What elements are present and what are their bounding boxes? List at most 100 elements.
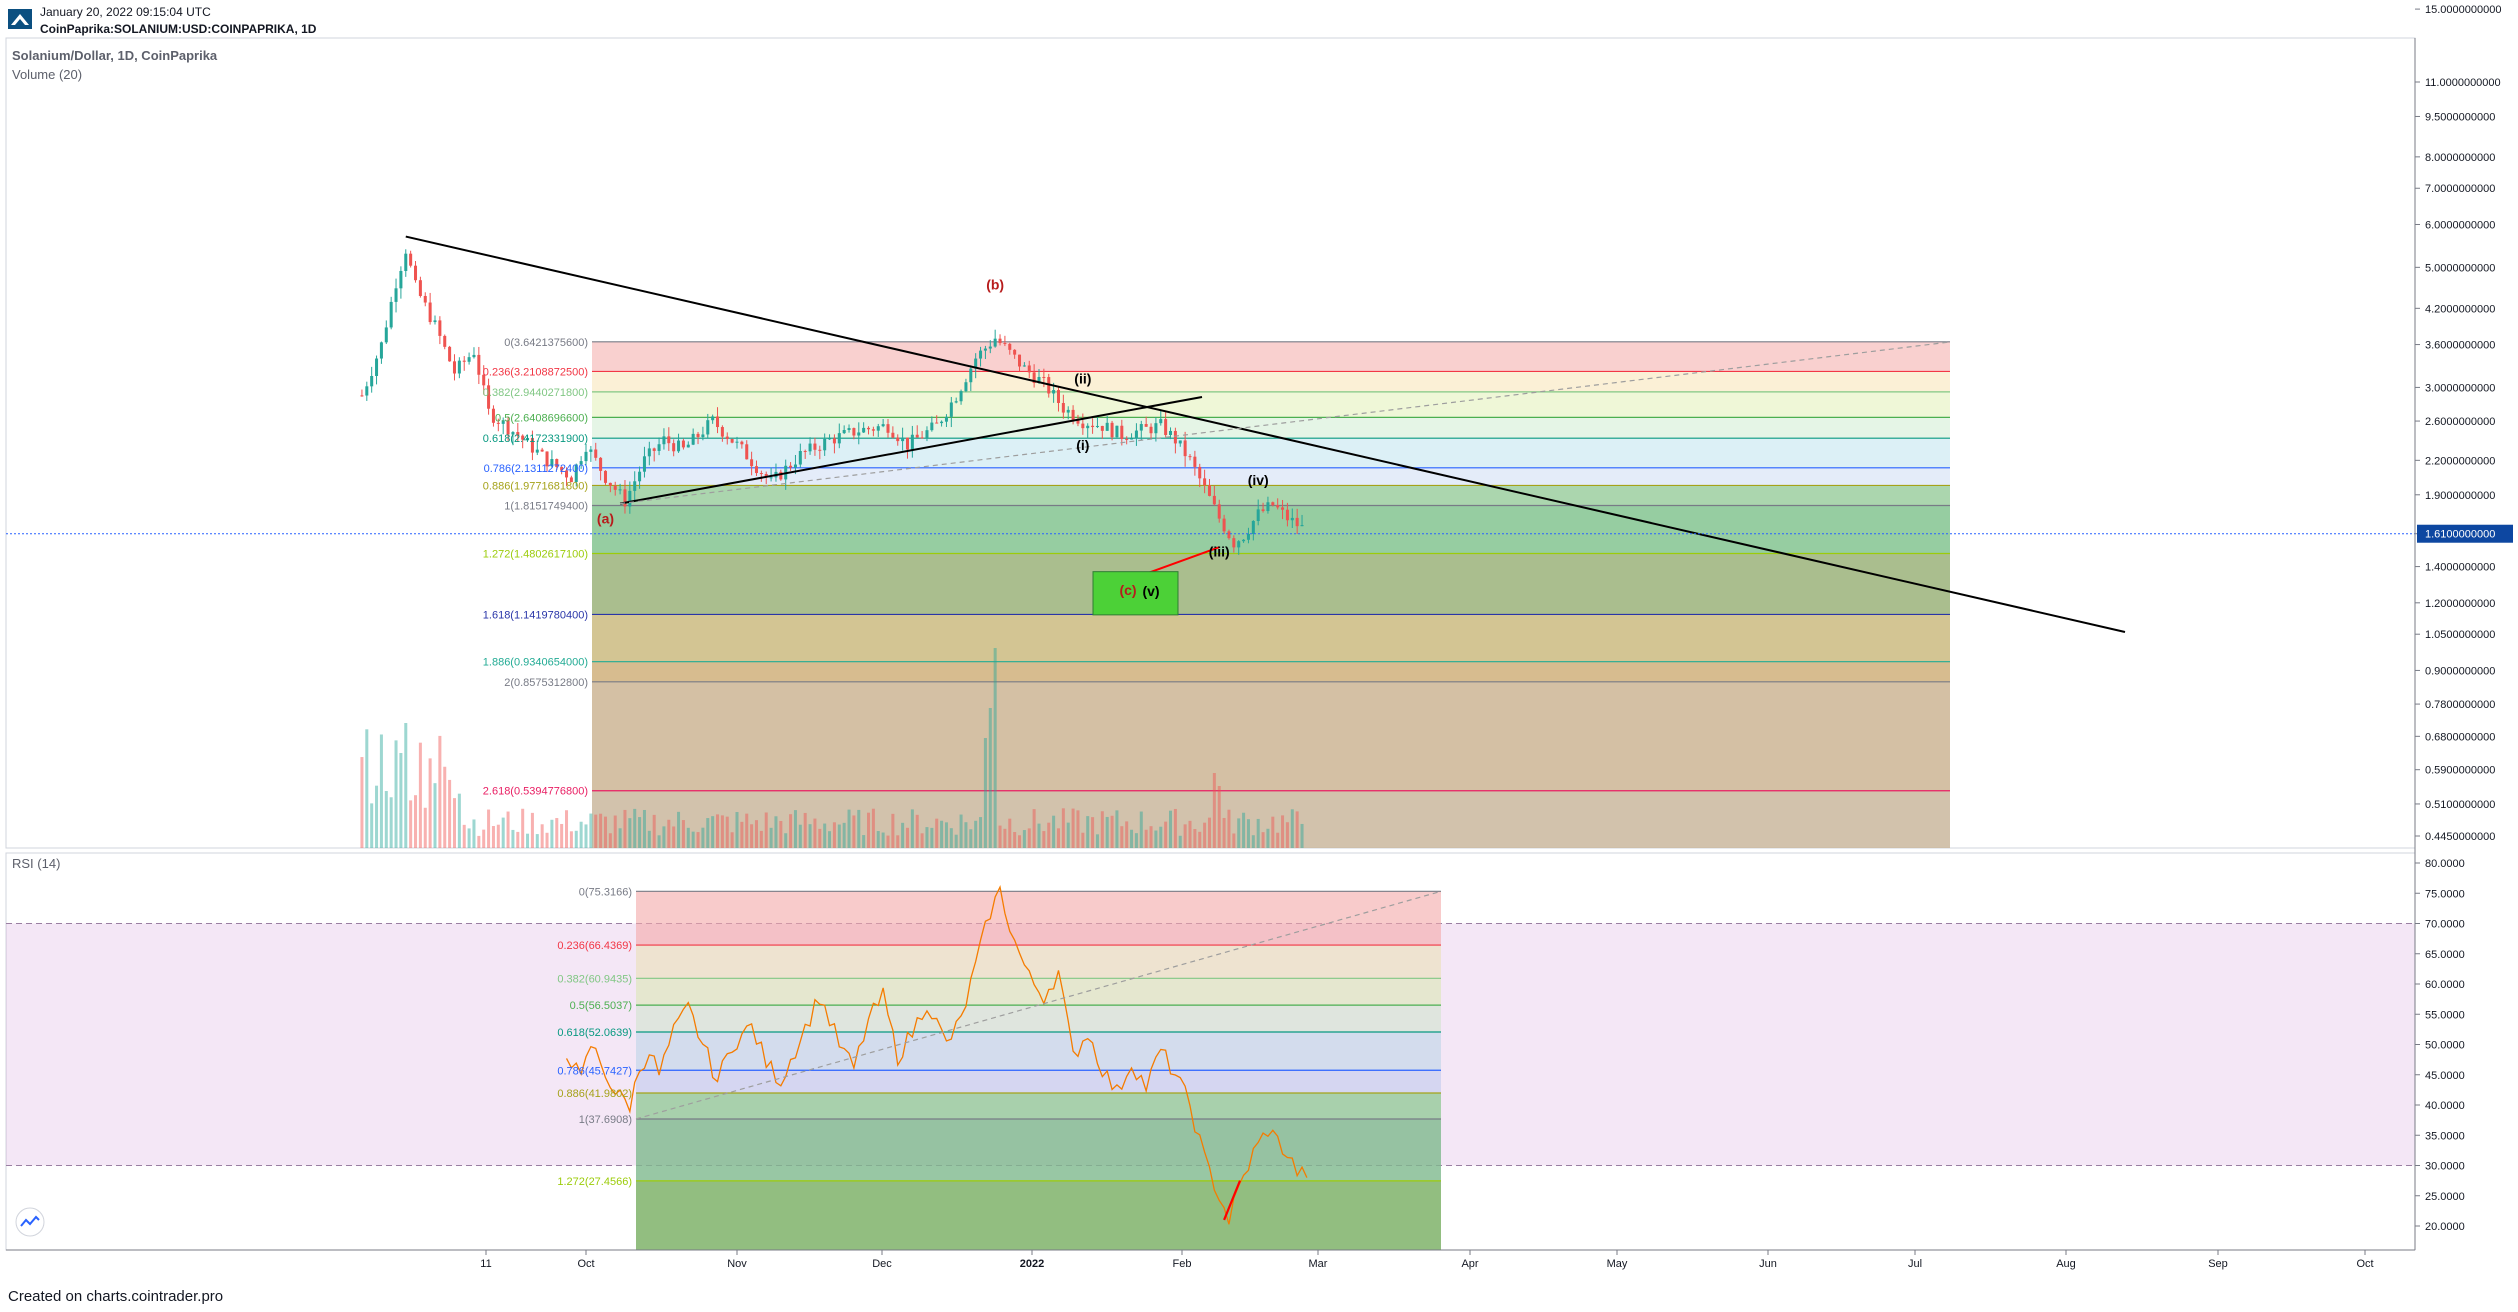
symbol-label: CoinPaprika:SOLANIUM:USD:COINPAPRIKA, 1D [40,22,317,36]
candle-body [940,421,944,424]
volume-bar [628,818,632,848]
volume-bar [384,791,388,848]
snapshot-date: January 20, 2022 09:15:04 UTC [40,5,211,19]
volume-bar [779,820,783,848]
candle-body [862,427,866,433]
candle-body [584,451,588,462]
candle-body [1139,424,1143,431]
rsi-tick-label: 20.0000 [2425,1221,2465,1233]
volume-bar [803,812,807,848]
candle-body [920,437,924,439]
fib-zone [592,614,1950,662]
candle-body [1178,440,1182,444]
candle-body [540,449,544,452]
time-tick-label: Mar [1309,1258,1328,1270]
time-tick-label: May [1607,1258,1628,1270]
candle-body [1018,354,1022,367]
volume-bar [579,821,583,848]
candle-body [1149,426,1153,434]
rsi-fib-zone [636,1180,1441,1250]
volume-indicator-label: Volume (20) [12,67,82,82]
rsi-tick-label: 40.0000 [2425,1100,2465,1112]
volume-bar [954,834,958,848]
volume-bar [886,835,890,848]
candle-body [1188,456,1192,458]
volume-bar [881,832,885,848]
volume-bar [852,815,856,848]
candle-body [613,485,617,490]
candle-body [389,301,393,328]
candle-body [1027,365,1031,373]
fib-level-label: 0.786(2.1311272400) [484,463,588,475]
rsi-tick-label: 60.0000 [2425,979,2465,991]
candle-body [501,420,505,424]
candle-body [1246,533,1250,540]
candle-body [516,432,520,436]
volume-bar [701,827,705,848]
volume-bar [1022,830,1026,848]
volume-bar [428,758,432,848]
volume-bar [672,826,676,848]
volume-bar [1003,828,1007,848]
volume-bar [1232,833,1236,848]
volume-bar [735,812,739,848]
volume-bar [1081,832,1085,848]
volume-bar [1110,815,1114,848]
candle-body [857,432,861,436]
candle-body [545,451,549,467]
rsi-pane-title: RSI (14) [12,856,60,871]
rsi-tick-label: 55.0000 [2425,1009,2465,1021]
volume-bar [818,828,822,848]
time-tick-label: Dec [872,1258,892,1270]
volume-bar [511,829,515,848]
price-tick-label: 4.2000000000 [2425,303,2495,315]
volume-bar [1042,831,1046,848]
candle-body [370,375,374,387]
fib-zone [592,505,1950,554]
volume-bar [857,809,861,848]
volume-bar [915,814,919,848]
candle-body [1256,509,1260,521]
volume-bar [740,821,744,848]
tv-logo-icon [15,1207,45,1237]
volume-bar [745,813,749,848]
candle-body [701,434,705,438]
volume-bar [983,738,987,848]
candle-body [433,320,437,323]
volume-bar [1193,829,1197,848]
candle-body [677,440,681,452]
rsi-fib-trend-dashed [635,890,1442,1120]
current-price-badge [2417,524,2513,543]
rsi-fib-level-label: 0.786(45.7427) [557,1065,632,1077]
rsi-tick-label: 70.0000 [2425,919,2465,931]
rsi-tick-label: 45.0000 [2425,1070,2465,1082]
candle-body [1100,425,1104,431]
volume-bar [1256,818,1260,848]
candle-body [1222,518,1226,532]
volume-bar [1032,809,1036,848]
fib-level-label: 2.618(0.5394776800) [483,786,588,798]
candle-body [487,385,491,409]
candle-body [1071,409,1075,421]
volume-bar [905,827,909,848]
fib-zone [592,681,1950,791]
volume-bar [457,793,461,848]
candle-body [842,429,846,434]
price-tick-label: 0.6800000000 [2425,731,2495,743]
volume-bar [1100,811,1104,848]
candle-body [521,435,525,440]
price-tick-label: 1.0500000000 [2425,629,2495,641]
volume-bar [944,822,948,848]
volume-bar [1290,809,1294,848]
volume-bar [789,814,793,848]
candle-body [949,402,953,417]
candle-body [1056,390,1060,404]
volume-bar [1066,822,1070,848]
candle-body [565,470,569,478]
volume-bar [1105,816,1109,848]
price-tick-label: 2.6000000000 [2425,416,2495,428]
volume-bar [711,816,715,848]
candle-body [1232,538,1236,548]
volume-bar [530,812,534,848]
